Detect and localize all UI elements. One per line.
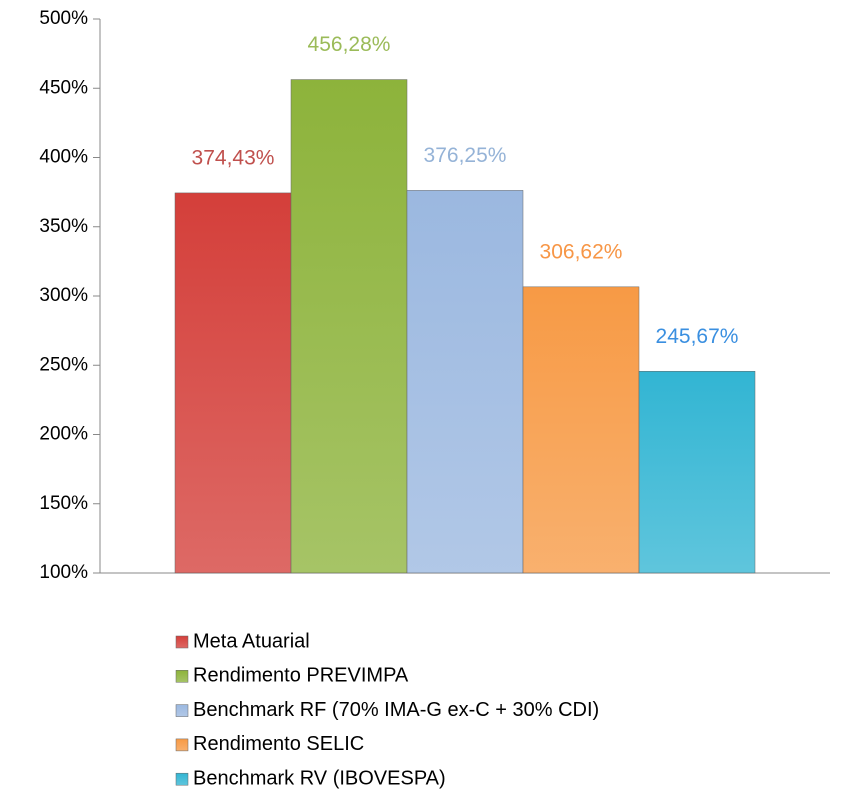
y-tick-label: 100% — [39, 562, 88, 583]
value-label: 245,67% — [656, 325, 739, 348]
legend-label: Rendimento SELIC — [193, 733, 364, 755]
y-tick-label: 250% — [39, 354, 88, 375]
legend-swatch — [175, 772, 189, 786]
value-label: 306,62% — [540, 240, 623, 263]
y-tick-label: 350% — [39, 216, 88, 237]
y-tick-label: 150% — [39, 493, 88, 514]
value-label: 376,25% — [424, 144, 507, 167]
bar — [290, 79, 408, 574]
y-tick-label: 200% — [39, 424, 88, 445]
legend-label: Benchmark RF (70% IMA-G ex-C + 30% CDI) — [193, 699, 599, 721]
y-tick-label: 400% — [39, 147, 88, 168]
legend-swatch — [175, 635, 189, 649]
bar — [522, 286, 640, 574]
value-label: 456,28% — [308, 33, 391, 56]
bar — [406, 190, 524, 574]
legend-label: Meta Atuarial — [193, 630, 310, 652]
y-tick-label: 300% — [39, 285, 88, 306]
legend-label: Benchmark RV (IBOVESPA) — [193, 767, 446, 789]
value-label: 374,43% — [192, 146, 275, 169]
legend-swatch — [175, 704, 189, 717]
bar — [638, 370, 756, 574]
bar — [174, 192, 292, 574]
legend-label: Rendimento PREVIMPA — [193, 665, 409, 687]
legend-swatch — [175, 670, 189, 683]
legend-swatch — [175, 738, 189, 752]
y-tick-label: 500% — [39, 8, 88, 29]
y-tick-label: 450% — [39, 77, 88, 98]
